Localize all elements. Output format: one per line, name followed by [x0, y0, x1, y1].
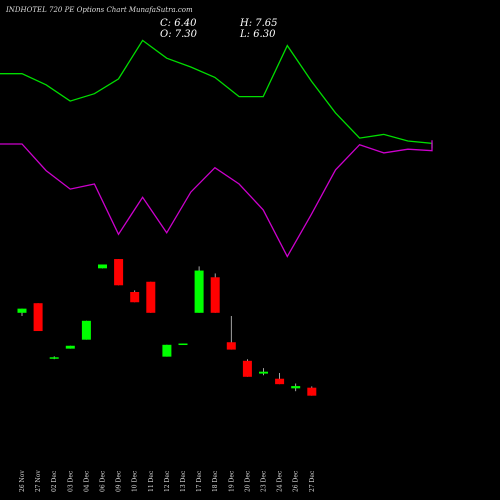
candle [146, 281, 156, 313]
candle-body [307, 387, 317, 396]
candle [98, 264, 107, 269]
x-tick-label: 04 Dec [83, 470, 90, 492]
x-tick-label: 27 Dec [309, 470, 316, 492]
candle [49, 356, 59, 360]
candle-body [49, 357, 59, 359]
x-tick-label: 11 Dec [148, 470, 155, 492]
x-tick-label: 27 Nov [35, 470, 42, 492]
x-tick-label: 17 Dec [196, 470, 203, 492]
x-tick-label: 19 Dec [228, 470, 235, 492]
candle-body [210, 277, 220, 313]
candle-body [291, 386, 301, 389]
x-tick-label: 26 Nov [19, 470, 26, 492]
x-tick-label: 02 Dec [51, 470, 58, 492]
candle [17, 308, 27, 316]
x-tick-label: 12 Dec [164, 470, 171, 492]
candle-body [259, 371, 268, 374]
candle [242, 359, 252, 377]
x-tick-label: 13 Dec [180, 470, 187, 492]
candle [307, 386, 317, 396]
x-tick-label: 09 Dec [116, 470, 123, 492]
candle [162, 344, 172, 357]
candle-body [178, 343, 188, 346]
candles [17, 259, 317, 396]
x-tick-label: 24 Dec [277, 470, 284, 492]
x-tick-label: 20 Dec [244, 470, 251, 492]
candle-body [242, 360, 252, 377]
candle-body [130, 292, 140, 303]
candle-body [275, 378, 285, 385]
x-tick-label: 26 Dec [293, 470, 300, 492]
x-tick-label: 03 Dec [67, 470, 74, 492]
candle-body [65, 345, 75, 349]
x-tick-label: 06 Dec [100, 470, 107, 492]
candle [259, 368, 268, 376]
candle-body [81, 320, 91, 340]
open-readout: O: 7.30 [160, 29, 198, 40]
line-series-0 [0, 39, 433, 149]
candle [178, 343, 188, 346]
line-series-1 [0, 140, 433, 258]
chart-title: INDHOTEL 720 PE Options Chart MunafaSutr… [6, 6, 193, 14]
overlay-lines [0, 39, 433, 258]
candle [275, 372, 285, 385]
candle [114, 259, 124, 286]
candle [194, 266, 204, 313]
candle-body [146, 281, 156, 313]
x-axis: 26 Nov 27 Nov 02 Dec 03 Dec 04 Dec 06 Dec 09 D… [19, 470, 316, 492]
x-tick-label: 18 Dec [212, 470, 219, 492]
close-readout: C: 6.40 [160, 18, 197, 29]
candle-body [162, 344, 172, 357]
candle-body [114, 259, 124, 286]
candle [81, 320, 91, 340]
candle-body [194, 270, 204, 313]
candle [226, 316, 236, 350]
candle-body [98, 264, 107, 269]
candle [65, 345, 75, 349]
candle [291, 383, 301, 392]
low-readout: L: 6.30 [240, 29, 276, 40]
x-tick-label: 23 Dec [261, 470, 268, 492]
candle [33, 303, 43, 332]
candle-body [33, 303, 43, 332]
candle [130, 290, 140, 303]
candle-body [17, 308, 27, 313]
x-tick-label: 10 Dec [132, 470, 139, 492]
high-readout: H: 7.65 [240, 18, 278, 29]
candle-body [226, 342, 236, 350]
candle [210, 273, 220, 313]
